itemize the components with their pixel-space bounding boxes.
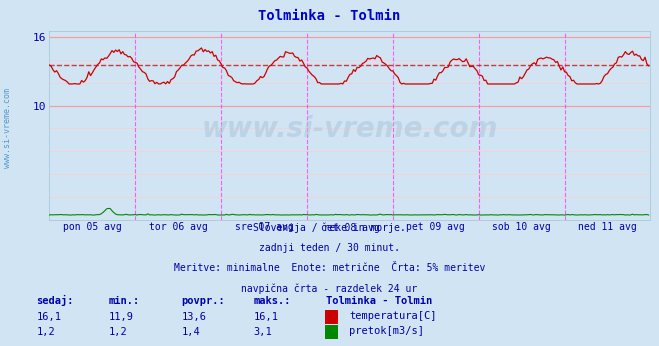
Text: 1,2: 1,2 [36, 327, 55, 337]
Text: Tolminka - Tolmin: Tolminka - Tolmin [258, 9, 401, 22]
Text: www.si-vreme.com: www.si-vreme.com [202, 115, 498, 143]
Text: temperatura[C]: temperatura[C] [349, 311, 437, 321]
Text: navpična črta - razdelek 24 ur: navpična črta - razdelek 24 ur [241, 283, 418, 294]
Text: 13,6: 13,6 [181, 312, 206, 322]
Text: Slovenija / reke in morje.: Slovenija / reke in morje. [253, 223, 406, 233]
Text: 16,1: 16,1 [36, 312, 61, 322]
Text: 3,1: 3,1 [254, 327, 272, 337]
Text: min.:: min.: [109, 296, 140, 306]
Text: 11,9: 11,9 [109, 312, 134, 322]
Text: maks.:: maks.: [254, 296, 291, 306]
Text: www.si-vreme.com: www.si-vreme.com [3, 88, 13, 168]
Text: 1,4: 1,4 [181, 327, 200, 337]
Text: pretok[m3/s]: pretok[m3/s] [349, 326, 424, 336]
Text: povpr.:: povpr.: [181, 296, 225, 306]
Text: 16,1: 16,1 [254, 312, 279, 322]
Text: sedaj:: sedaj: [36, 295, 74, 306]
Text: 1,2: 1,2 [109, 327, 127, 337]
Text: Tolminka - Tolmin: Tolminka - Tolmin [326, 296, 432, 306]
Text: zadnji teden / 30 minut.: zadnji teden / 30 minut. [259, 243, 400, 253]
Text: Meritve: minimalne  Enote: metrične  Črta: 5% meritev: Meritve: minimalne Enote: metrične Črta:… [174, 263, 485, 273]
